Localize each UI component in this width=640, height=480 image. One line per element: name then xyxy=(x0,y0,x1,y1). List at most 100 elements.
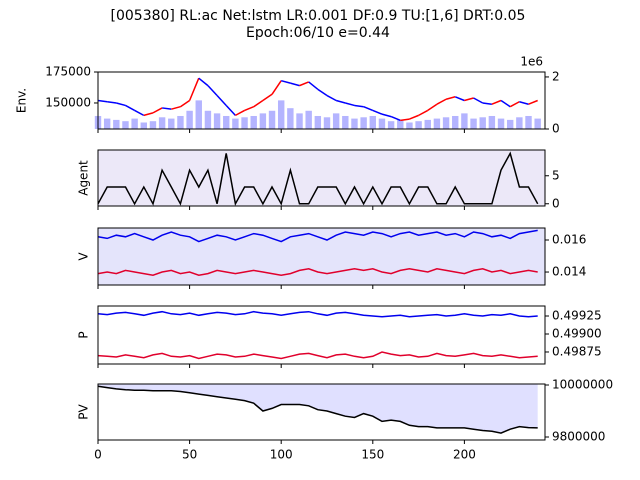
volume-bar xyxy=(149,121,157,129)
chart-title: [005380] RL:ac Net:lstm LR:0.001 DF:0.9 … xyxy=(111,8,526,24)
volume-bar xyxy=(103,118,111,129)
y-axis-label: Agent xyxy=(77,160,91,196)
volume-bar xyxy=(378,118,386,129)
price-segment xyxy=(188,77,200,101)
price-segment xyxy=(97,99,108,103)
y-axis-label: PV xyxy=(77,403,91,419)
x-tick-label: 200 xyxy=(453,448,476,462)
volume-bar xyxy=(387,121,395,129)
price-segment xyxy=(198,77,209,87)
y-tick-label: 5 xyxy=(552,168,560,182)
price-segment xyxy=(500,99,511,108)
price-segment xyxy=(271,80,282,95)
price-segment xyxy=(162,107,172,110)
price-segment xyxy=(262,93,273,102)
volume-bar xyxy=(140,122,148,129)
volume-bar xyxy=(232,118,239,129)
price-segment xyxy=(180,99,191,108)
volume-bar xyxy=(397,119,404,129)
volume-bar xyxy=(168,118,175,129)
y2-tick-label: 2 xyxy=(552,69,560,83)
volume-bar xyxy=(415,121,422,129)
volume-bar xyxy=(195,100,202,129)
price-segment xyxy=(400,118,410,122)
volume-bar xyxy=(204,110,212,129)
price-segment xyxy=(418,109,429,117)
y-tick-label: 150000 xyxy=(45,95,91,109)
y2-tick-label: 0 xyxy=(552,122,560,136)
volume-bar xyxy=(158,117,166,129)
y-tick-label: 9800000 xyxy=(552,430,605,444)
y-axis-label: Env. xyxy=(15,88,29,113)
line xyxy=(97,229,538,243)
volume-bar xyxy=(223,115,230,129)
volume-bar xyxy=(323,117,331,129)
volume-bar xyxy=(241,117,248,129)
price-segment xyxy=(171,105,181,110)
y-axis-label: V xyxy=(77,252,91,261)
price-segment xyxy=(308,81,319,90)
volume-bar xyxy=(250,115,257,129)
volume-bar xyxy=(342,115,349,129)
volume-bar xyxy=(305,110,312,129)
volume-bar xyxy=(259,113,267,129)
price-segment xyxy=(464,97,474,102)
price-segment xyxy=(253,99,264,108)
price-segment xyxy=(125,104,135,112)
volume-bar xyxy=(360,117,367,129)
plot-frame xyxy=(97,383,546,441)
y-tick-label: 0.016 xyxy=(552,233,586,247)
volume-bar xyxy=(406,122,413,129)
price-segment xyxy=(473,97,484,104)
volume-bar xyxy=(213,113,221,129)
plot-background xyxy=(98,228,545,285)
y-axis-label: P xyxy=(77,331,91,338)
line xyxy=(97,351,538,360)
price-segment xyxy=(345,102,355,107)
volume-bar xyxy=(268,110,276,129)
y-tick-label: 0 xyxy=(552,196,560,210)
price-segment xyxy=(317,88,328,97)
price-segment xyxy=(143,112,154,117)
volume-bar xyxy=(296,113,303,129)
volume-bar xyxy=(488,115,496,129)
price-segment xyxy=(454,96,465,102)
price-segment xyxy=(354,104,364,108)
price-segment xyxy=(482,102,492,105)
line xyxy=(97,151,539,207)
volume-bar xyxy=(452,115,459,129)
y-tick-label: 10000000 xyxy=(552,377,613,391)
line xyxy=(97,385,538,434)
area-fill xyxy=(98,384,538,434)
volume-bar xyxy=(506,119,514,129)
x-tick-label: 50 xyxy=(182,448,197,462)
volume-bar xyxy=(479,117,486,129)
price-segment xyxy=(436,98,447,105)
volume-bar xyxy=(442,117,450,129)
volume-bar xyxy=(424,119,431,129)
volume-bar xyxy=(369,115,377,129)
x-tick-label: 150 xyxy=(361,448,384,462)
price-segment xyxy=(528,99,538,105)
y-tick-label: 0.49925 xyxy=(552,309,602,323)
plot-frame xyxy=(97,71,546,130)
y-tick-label: 0.49875 xyxy=(552,344,602,358)
price-segment xyxy=(381,113,392,118)
price-segment xyxy=(299,81,309,87)
line xyxy=(97,310,538,318)
price-segment xyxy=(281,79,291,84)
price-segment xyxy=(290,82,300,87)
price-segment xyxy=(107,100,117,104)
y2-offset-label: 1e6 xyxy=(520,55,543,69)
price-segment xyxy=(235,109,245,117)
volume-bar xyxy=(516,117,523,129)
price-segment xyxy=(116,102,126,107)
volume-bar xyxy=(433,118,441,129)
volume-bar xyxy=(277,100,285,129)
plot-frame xyxy=(97,149,546,207)
volume-bar xyxy=(287,108,294,129)
plot-frame xyxy=(97,227,546,286)
price-segment xyxy=(445,96,456,100)
volume-bar xyxy=(470,118,477,129)
